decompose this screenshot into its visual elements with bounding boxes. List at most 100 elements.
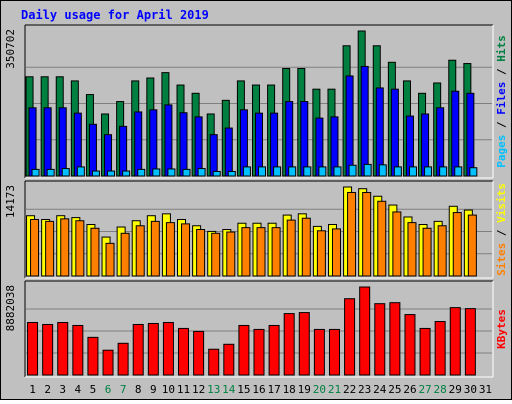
bar-kbytes-day-3 <box>57 321 69 376</box>
bar-kbytes-day-20 <box>313 328 325 376</box>
bar-kbytes-day-17 <box>268 324 280 376</box>
bar-kbytes-day-22 <box>344 298 356 376</box>
bar-files-day-29 <box>451 90 460 177</box>
bar-kbytes-day-28 <box>434 320 446 376</box>
y-axis-max-label: 8882038 <box>4 285 17 331</box>
bar-pages-day-17 <box>273 166 282 177</box>
bar-kbytes-day-6 <box>102 349 114 376</box>
bar-files-day-25 <box>390 88 399 177</box>
bar-pages-day-15 <box>242 166 251 177</box>
x-tick-label-day-2: 2 <box>44 383 51 396</box>
bar-pages-day-12 <box>197 168 206 177</box>
bar-pages-day-21 <box>333 166 342 177</box>
bar-files-day-8 <box>134 111 143 177</box>
bar-sites-day-27 <box>422 227 432 277</box>
x-tick-label-day-3: 3 <box>59 383 66 396</box>
x-tick-label-day-17: 17 <box>267 383 280 396</box>
bar-sites-day-7 <box>120 232 130 277</box>
x-tick-label-day-31: 31 <box>479 383 492 396</box>
bar-files-day-1 <box>28 107 37 177</box>
bar-pages-day-13 <box>212 170 221 177</box>
bar-files-day-5 <box>88 123 97 177</box>
bar-files-day-10 <box>164 104 173 177</box>
x-tick-label-day-10: 10 <box>162 383 175 396</box>
bar-kbytes-day-15 <box>238 324 250 376</box>
bar-kbytes-day-12 <box>193 330 205 376</box>
bar-pages-day-3 <box>61 168 70 177</box>
bar-kbytes-day-30 <box>464 308 476 376</box>
bar-pages-day-19 <box>303 166 312 177</box>
x-tick-label-day-19: 19 <box>298 383 311 396</box>
bar-pages-day-14 <box>227 170 236 177</box>
bar-kbytes-day-27 <box>419 327 431 376</box>
bar-files-day-18 <box>285 101 294 177</box>
bar-kbytes-day-29 <box>449 307 461 376</box>
bar-pages-day-9 <box>152 168 161 177</box>
bar-sites-day-12 <box>196 229 206 277</box>
bar-kbytes-day-16 <box>253 328 265 376</box>
bar-sites-day-23 <box>362 191 372 277</box>
bar-sites-day-19 <box>301 217 311 277</box>
x-tick-label-day-23: 23 <box>358 383 371 396</box>
bar-kbytes-day-8 <box>132 323 144 376</box>
bar-pages-day-24 <box>378 164 387 177</box>
bar-sites-day-22 <box>347 191 357 277</box>
bar-sites-day-17 <box>271 227 281 277</box>
bar-pages-day-2 <box>46 168 55 177</box>
bar-pages-day-22 <box>348 164 357 177</box>
legend-item-sites: Sites <box>495 243 508 276</box>
bar-kbytes-day-1 <box>27 321 39 376</box>
bar-kbytes-day-7 <box>117 342 129 376</box>
panel-legend: Sites / Visits <box>495 183 508 276</box>
bar-kbytes-day-11 <box>178 327 190 376</box>
x-tick-label-day-13: 13 <box>207 383 220 396</box>
x-tick-label-day-12: 12 <box>192 383 205 396</box>
bar-pages-day-20 <box>318 166 327 177</box>
bar-pages-day-18 <box>288 166 297 177</box>
bar-sites-day-18 <box>286 219 296 277</box>
bar-pages-day-11 <box>182 168 191 177</box>
bar-files-day-14 <box>224 127 233 177</box>
bar-pages-day-27 <box>424 166 433 177</box>
bar-sites-day-6 <box>105 242 115 277</box>
bar-pages-day-6 <box>107 170 116 177</box>
bar-pages-day-26 <box>408 166 417 177</box>
legend-item-kbytes: KBytes <box>495 309 508 349</box>
bar-pages-day-5 <box>91 170 100 177</box>
legend-item-pages: Pages <box>495 135 508 168</box>
bar-files-day-3 <box>58 107 67 177</box>
y-axis-max-label: 350702 <box>4 29 17 69</box>
legend-separator: / <box>495 62 508 82</box>
x-tick-label-day-5: 5 <box>90 383 97 396</box>
x-tick-label-day-14: 14 <box>222 383 236 396</box>
bar-files-day-24 <box>375 87 384 177</box>
bar-files-day-2 <box>43 107 52 177</box>
bar-pages-day-28 <box>439 166 448 177</box>
x-tick-label-day-4: 4 <box>75 383 82 396</box>
bar-sites-day-3 <box>60 218 70 277</box>
bar-files-day-7 <box>119 125 128 177</box>
bar-pages-day-16 <box>258 166 266 177</box>
bar-pages-day-23 <box>363 163 372 177</box>
x-tick-label-day-22: 22 <box>343 383 356 396</box>
panel-legend: Pages / Files / Hits <box>495 35 508 168</box>
bar-kbytes-day-5 <box>87 336 99 376</box>
bar-sites-day-16 <box>256 227 266 277</box>
bar-kbytes-day-26 <box>404 314 416 376</box>
bar-kbytes-day-18 <box>283 313 295 376</box>
bar-pages-day-8 <box>137 168 146 177</box>
bar-kbytes-day-10 <box>162 321 174 376</box>
bar-files-day-9 <box>149 109 158 177</box>
bar-files-day-11 <box>179 112 188 177</box>
bar-sites-day-14 <box>226 231 236 277</box>
bar-pages-day-7 <box>122 170 131 177</box>
bar-files-day-19 <box>300 101 309 177</box>
bar-sites-day-21 <box>331 228 341 277</box>
bar-sites-day-4 <box>75 220 85 277</box>
bar-sites-day-1 <box>30 218 40 277</box>
panel-legend: KBytes <box>495 309 508 349</box>
bar-kbytes-day-19 <box>298 312 310 376</box>
bar-sites-day-5 <box>90 227 100 277</box>
